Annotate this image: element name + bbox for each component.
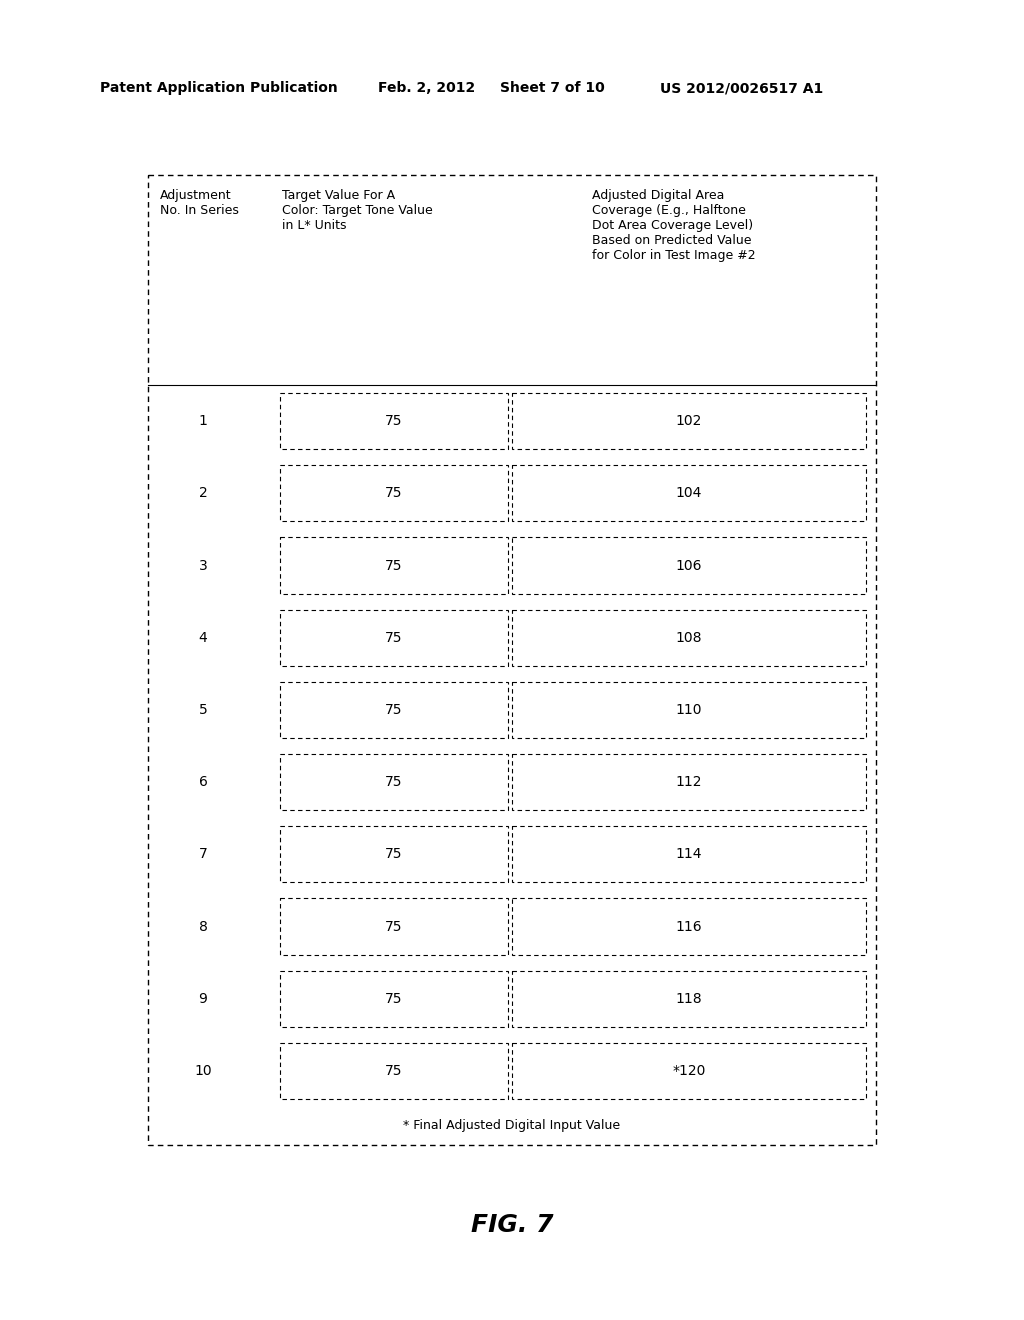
Text: 2: 2 [199,486,208,500]
Text: 75: 75 [385,558,402,573]
Text: 75: 75 [385,414,402,428]
Text: Adjustment
No. In Series: Adjustment No. In Series [160,189,239,216]
Text: 4: 4 [199,631,208,644]
Text: 75: 75 [385,991,402,1006]
Text: 110: 110 [676,702,702,717]
Bar [280,610,508,665]
Bar [280,970,508,1027]
Text: * Final Adjusted Digital Input Value: * Final Adjusted Digital Input Value [403,1119,621,1133]
Text: 75: 75 [385,486,402,500]
Bar [280,1043,508,1100]
Text: 114: 114 [676,847,702,862]
Bar [280,393,508,449]
Text: 75: 75 [385,775,402,789]
Bar [512,826,866,882]
Text: 102: 102 [676,414,702,428]
Bar [512,393,866,449]
Bar [512,970,866,1027]
Bar [512,1043,866,1100]
Text: 1: 1 [199,414,208,428]
Bar [280,465,508,521]
Bar [512,899,866,954]
Text: 116: 116 [676,920,702,933]
Text: Sheet 7 of 10: Sheet 7 of 10 [500,81,605,95]
Text: 75: 75 [385,847,402,862]
Text: Patent Application Publication: Patent Application Publication [100,81,338,95]
Text: 104: 104 [676,486,702,500]
Text: 5: 5 [199,702,208,717]
Text: 75: 75 [385,631,402,644]
Text: 75: 75 [385,1064,402,1078]
Bar [280,899,508,954]
Bar [512,465,866,521]
Bar [280,826,508,882]
Bar [512,610,866,665]
Text: 6: 6 [199,775,208,789]
Text: 112: 112 [676,775,702,789]
Text: Target Value For A
Color: Target Tone Value
in L* Units: Target Value For A Color: Target Tone Va… [282,189,433,232]
Text: Adjusted Digital Area
Coverage (E.g., Halftone
Dot Area Coverage Level)
Based on: Adjusted Digital Area Coverage (E.g., Ha… [592,189,756,261]
Bar [280,537,508,594]
Text: 3: 3 [199,558,208,573]
Text: 7: 7 [199,847,208,862]
Text: 9: 9 [199,991,208,1006]
Text: Feb. 2, 2012: Feb. 2, 2012 [378,81,475,95]
Bar [512,682,866,738]
Bar [512,537,866,594]
Text: *120: *120 [673,1064,706,1078]
Text: 75: 75 [385,702,402,717]
Text: 108: 108 [676,631,702,644]
Text: FIG. 7: FIG. 7 [471,1213,553,1237]
Bar [280,754,508,810]
Bar [280,682,508,738]
Text: 118: 118 [676,991,702,1006]
Bar [148,176,876,1144]
Text: 10: 10 [195,1064,212,1078]
Bar [512,754,866,810]
Text: 106: 106 [676,558,702,573]
Text: 8: 8 [199,920,208,933]
Text: US 2012/0026517 A1: US 2012/0026517 A1 [660,81,823,95]
Text: 75: 75 [385,920,402,933]
